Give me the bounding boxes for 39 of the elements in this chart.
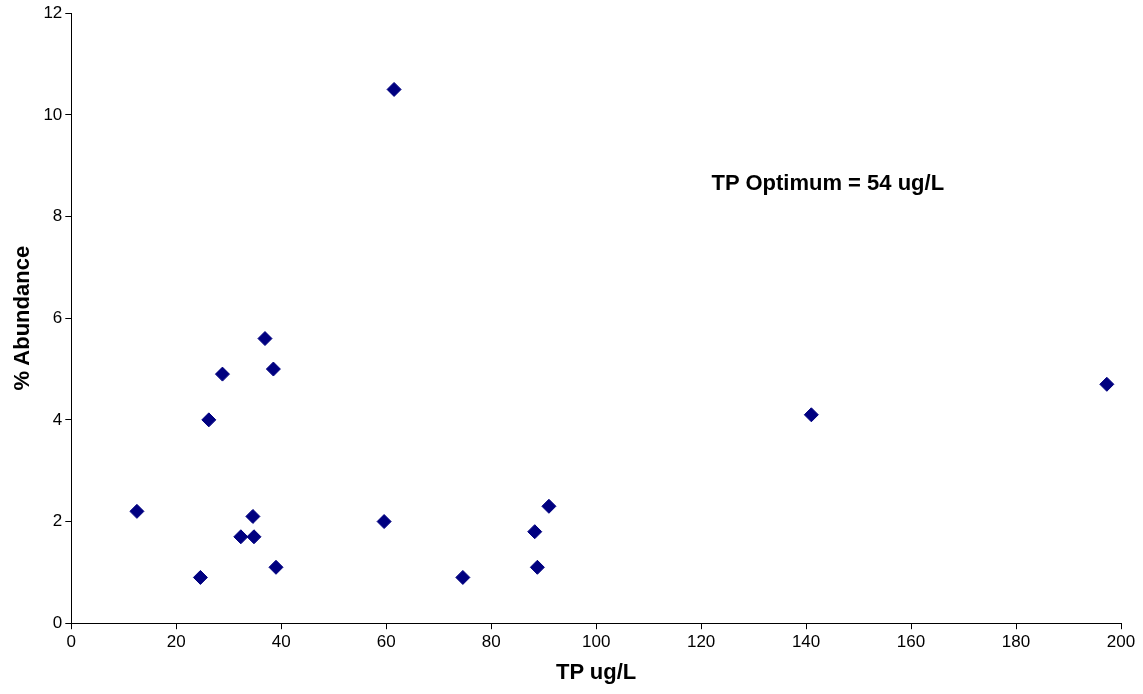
point xyxy=(129,503,145,519)
y-tick-label: 2 xyxy=(52,511,63,531)
y-tick-label: 6 xyxy=(52,307,63,327)
point xyxy=(201,412,217,428)
point xyxy=(265,361,281,377)
point xyxy=(257,331,273,347)
point xyxy=(192,569,208,585)
y-tick-label: 8 xyxy=(52,206,63,226)
x-tick-label: 0 xyxy=(66,632,77,652)
x-tick-label: 120 xyxy=(686,632,716,652)
point xyxy=(214,366,230,382)
y-tick-label: 4 xyxy=(52,409,63,429)
x-tick-label: 40 xyxy=(271,632,291,652)
y-tick-label: 12 xyxy=(43,2,63,22)
y-axis-title: % Abundance xyxy=(9,245,35,391)
x-axis-title: TP ug/L xyxy=(556,658,637,684)
point xyxy=(527,524,543,540)
x-tick-label: 20 xyxy=(166,632,186,652)
point xyxy=(268,559,284,575)
x-tick-label: 160 xyxy=(896,632,926,652)
annotation: TP Optimum = 54 ug/L xyxy=(711,170,945,196)
x-tick-label: 60 xyxy=(376,632,396,652)
x-tick-label: 80 xyxy=(481,632,501,652)
y-tick-label: 10 xyxy=(43,104,63,124)
x-tick-label: 140 xyxy=(791,632,821,652)
point xyxy=(233,529,249,545)
point xyxy=(541,498,557,514)
x-tick-label: 180 xyxy=(1001,632,1031,652)
point xyxy=(376,514,392,530)
point xyxy=(455,569,471,585)
x-tick-label: 100 xyxy=(581,632,611,652)
point xyxy=(246,529,262,545)
y-tick-label: 0 xyxy=(52,612,63,632)
point xyxy=(245,508,261,524)
point xyxy=(1099,376,1115,392)
point xyxy=(803,407,819,423)
point xyxy=(529,559,545,575)
x-tick-label: 200 xyxy=(1106,632,1136,652)
point xyxy=(386,81,402,97)
